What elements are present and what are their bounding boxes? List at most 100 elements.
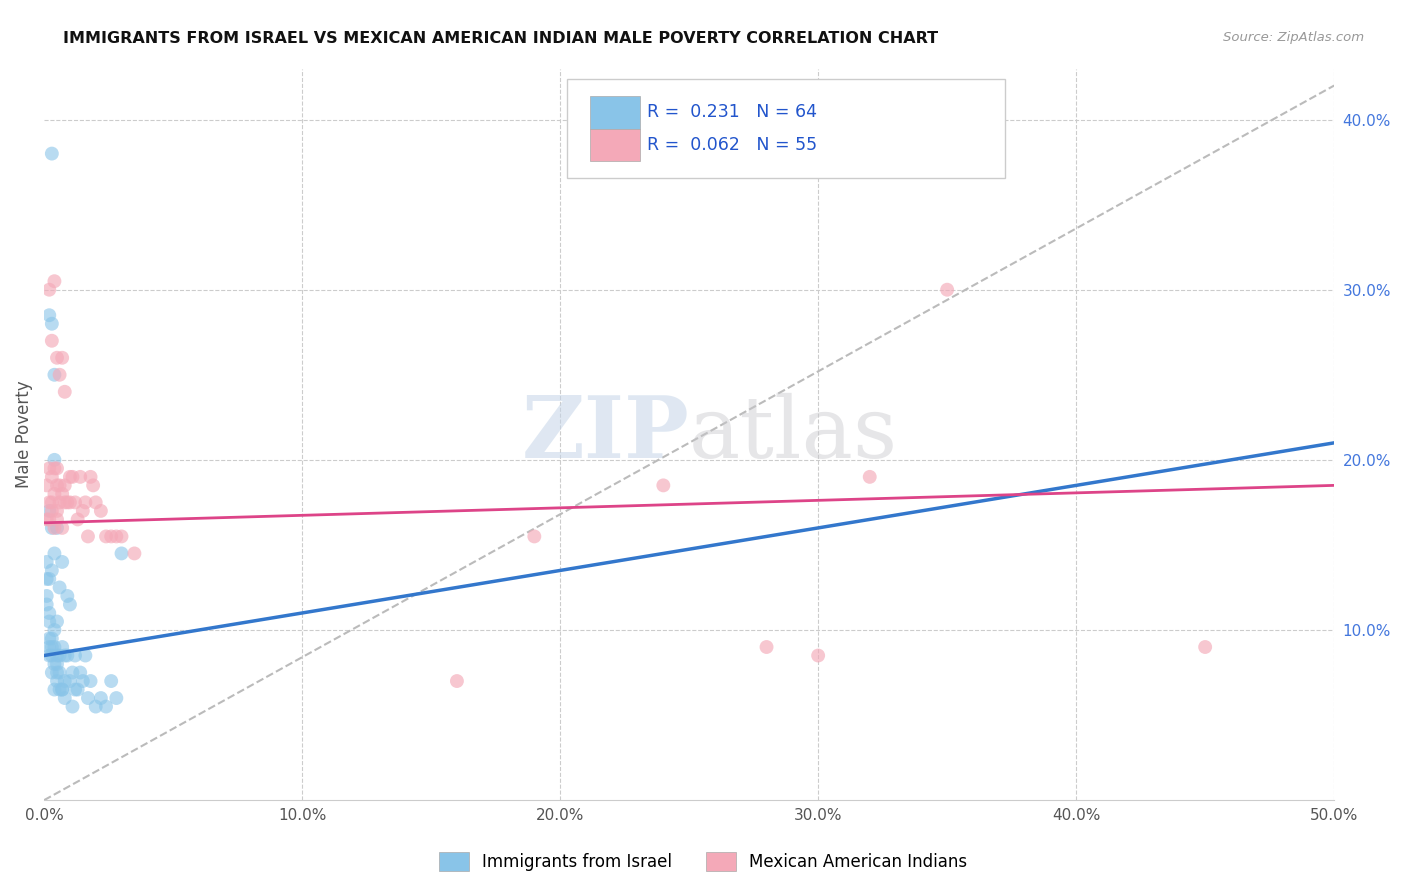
- Point: [53, 674, 76, 689]
- Point: [105, 529, 128, 543]
- Point: [90, 504, 112, 518]
- Point: [59, 674, 82, 689]
- Text: Source: ZipAtlas.com: Source: ZipAtlas.com: [1223, 31, 1364, 45]
- Point: [94, 699, 117, 714]
- Point: [51, 640, 73, 654]
- Point: [38, 308, 60, 322]
- Point: [110, 529, 132, 543]
- Point: [46, 674, 69, 689]
- Point: [46, 504, 69, 518]
- Point: [59, 470, 82, 484]
- Point: [38, 606, 60, 620]
- Point: [66, 512, 89, 526]
- Point: [84, 699, 107, 714]
- Point: [38, 640, 60, 654]
- Point: [755, 640, 778, 654]
- Point: [62, 699, 84, 714]
- Point: [44, 274, 66, 288]
- Point: [41, 317, 63, 331]
- Point: [46, 512, 69, 526]
- Point: [46, 657, 69, 671]
- Point: [859, 470, 882, 484]
- Point: [44, 453, 66, 467]
- Point: [72, 674, 94, 689]
- Point: [41, 470, 63, 484]
- Point: [79, 674, 101, 689]
- Point: [59, 495, 82, 509]
- Point: [84, 495, 107, 509]
- Point: [110, 546, 132, 560]
- Point: [63, 648, 86, 663]
- Point: [51, 682, 73, 697]
- Point: [44, 487, 66, 501]
- Point: [38, 572, 60, 586]
- Point: [62, 470, 84, 484]
- Point: [75, 495, 97, 509]
- Point: [56, 495, 79, 509]
- Point: [38, 495, 60, 509]
- Point: [35, 598, 58, 612]
- Point: [41, 334, 63, 348]
- Point: [53, 384, 76, 399]
- Point: [100, 529, 122, 543]
- Point: [94, 529, 117, 543]
- Point: [44, 461, 66, 475]
- Point: [523, 529, 546, 543]
- Point: [41, 665, 63, 680]
- Point: [44, 682, 66, 697]
- Point: [51, 521, 73, 535]
- Point: [63, 682, 86, 697]
- Point: [46, 461, 69, 475]
- Point: [100, 674, 122, 689]
- Point: [105, 691, 128, 706]
- Point: [44, 657, 66, 671]
- Point: [46, 665, 69, 680]
- FancyBboxPatch shape: [589, 129, 640, 161]
- Point: [72, 504, 94, 518]
- Point: [35, 555, 58, 569]
- Text: IMMIGRANTS FROM ISRAEL VS MEXICAN AMERICAN INDIAN MALE POVERTY CORRELATION CHART: IMMIGRANTS FROM ISRAEL VS MEXICAN AMERIC…: [63, 31, 938, 46]
- Point: [46, 648, 69, 663]
- Point: [48, 665, 70, 680]
- Point: [44, 521, 66, 535]
- Text: R =  0.062   N = 55: R = 0.062 N = 55: [647, 136, 817, 154]
- Point: [69, 665, 91, 680]
- Point: [56, 648, 79, 663]
- Point: [936, 283, 959, 297]
- Y-axis label: Male Poverty: Male Poverty: [15, 381, 32, 488]
- Point: [44, 640, 66, 654]
- Point: [82, 478, 104, 492]
- Point: [38, 648, 60, 663]
- Point: [38, 615, 60, 629]
- Point: [41, 648, 63, 663]
- Text: ZIP: ZIP: [522, 392, 689, 476]
- Text: R =  0.231   N = 64: R = 0.231 N = 64: [647, 103, 817, 121]
- Point: [51, 555, 73, 569]
- Point: [69, 470, 91, 484]
- Point: [652, 478, 675, 492]
- Point: [63, 495, 86, 509]
- Point: [35, 478, 58, 492]
- Point: [90, 691, 112, 706]
- Point: [53, 691, 76, 706]
- Point: [53, 648, 76, 663]
- Point: [48, 368, 70, 382]
- Point: [46, 615, 69, 629]
- Point: [48, 682, 70, 697]
- Point: [124, 546, 146, 560]
- Point: [41, 632, 63, 646]
- Point: [38, 504, 60, 518]
- Point: [51, 682, 73, 697]
- Point: [44, 546, 66, 560]
- Point: [1194, 640, 1216, 654]
- FancyBboxPatch shape: [589, 96, 640, 128]
- Point: [79, 470, 101, 484]
- Point: [66, 682, 89, 697]
- Point: [48, 581, 70, 595]
- Point: [35, 512, 58, 526]
- Point: [48, 478, 70, 492]
- Point: [446, 674, 468, 689]
- Point: [48, 495, 70, 509]
- Point: [53, 495, 76, 509]
- Point: [41, 146, 63, 161]
